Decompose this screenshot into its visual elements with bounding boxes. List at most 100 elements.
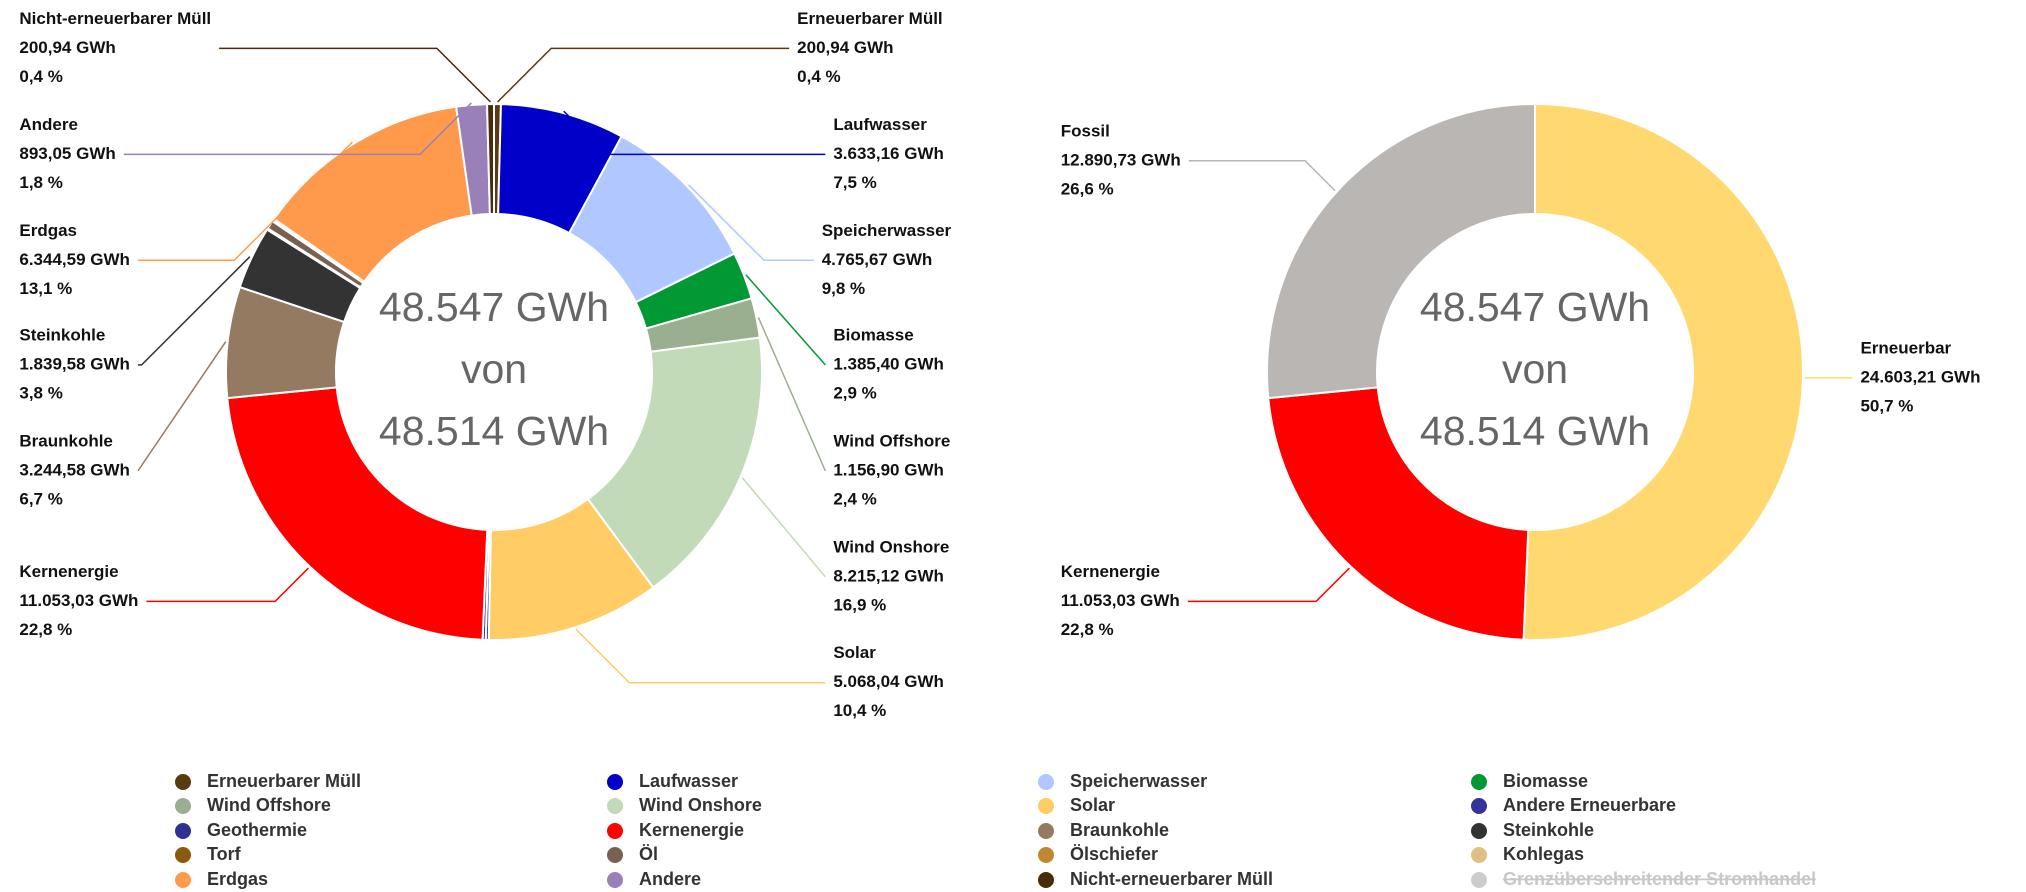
leader-line — [146, 567, 309, 603]
legend-marker — [175, 798, 191, 814]
legend-marker — [1471, 774, 1487, 790]
data-label-name: Wind Onshore — [833, 537, 949, 556]
data-label-name: Laufwasser — [833, 115, 927, 134]
data-label-name: Erneuerbar — [1860, 338, 1951, 357]
donut-slice — [226, 386, 489, 641]
data-label-percent: 0,4 % — [19, 67, 62, 86]
data-label-value: 1.385,40 GWh — [833, 354, 944, 373]
leader-line — [137, 256, 251, 366]
legend-marker — [175, 847, 191, 863]
data-label-name: Solar — [833, 643, 876, 662]
legend-label[interactable]: Wind Offshore — [207, 795, 331, 815]
leader-line — [1187, 567, 1350, 603]
data-label-percent: 22,8 % — [19, 620, 72, 639]
legend-label[interactable]: Kernenergie — [639, 820, 744, 840]
data-label-value: 24.603,21 GWh — [1860, 367, 1980, 386]
data-label-value: 1.156,90 GWh — [833, 460, 944, 479]
center-label: 48.547 GWh — [1420, 284, 1650, 330]
legend-label[interactable]: Grenzüberschreitender Stromhandel — [1503, 869, 1816, 889]
center-label: von — [461, 346, 527, 392]
legend-marker — [607, 847, 623, 863]
data-label-value: 3.244,58 GWh — [19, 460, 130, 479]
legend-label[interactable]: Kohlegas — [1503, 844, 1584, 864]
legend-label[interactable]: Nicht-erneuerbarer Müll — [1070, 869, 1273, 889]
legend-marker — [607, 823, 623, 839]
data-label-percent: 22,8 % — [1061, 620, 1114, 639]
legend-label[interactable]: Wind Onshore — [639, 795, 762, 815]
center-label: 48.547 GWh — [379, 284, 609, 330]
legend-label[interactable]: Erdgas — [207, 869, 268, 889]
legend-label[interactable]: Andere — [639, 869, 701, 889]
data-label-percent: 50,7 % — [1860, 396, 1913, 415]
legend-marker — [1471, 847, 1487, 863]
leader-line — [137, 341, 227, 472]
data-label-name: Erneuerbarer Müll — [797, 9, 943, 28]
legend-marker — [1038, 798, 1054, 814]
data-label-value: 11.053,03 GWh — [1061, 591, 1180, 610]
leader-line — [741, 477, 826, 578]
leader-line — [137, 141, 353, 262]
legend-label[interactable]: Speicherwasser — [1070, 771, 1207, 791]
legend-label[interactable]: Steinkohle — [1503, 820, 1594, 840]
data-label-name: Nicht-erneuerbarer Müll — [19, 9, 211, 28]
data-label-value: 4.765,67 GWh — [822, 250, 933, 269]
legend-label[interactable]: Erneuerbarer Müll — [207, 771, 361, 791]
leader-line — [745, 274, 826, 366]
data-label-value: 8.215,12 GWh — [833, 566, 944, 585]
data-label-percent: 7,5 % — [833, 173, 876, 192]
legend-label[interactable]: Öl — [639, 844, 658, 864]
legend-label[interactable]: Braunkohle — [1070, 820, 1169, 840]
data-label-value: 5.068,04 GWh — [833, 672, 944, 691]
leader-line — [688, 184, 814, 262]
legend-marker — [1471, 823, 1487, 839]
legend-marker — [1038, 774, 1054, 790]
data-label-value: 200,94 GWh — [797, 38, 893, 57]
legend-label[interactable]: Geothermie — [207, 820, 307, 840]
data-label-value: 3.633,16 GWh — [833, 144, 944, 163]
legend-label[interactable]: Biomasse — [1503, 771, 1588, 791]
center-label: 48.514 GWh — [1420, 408, 1650, 454]
donut-slice — [1266, 102, 1536, 400]
legend-marker — [607, 774, 623, 790]
data-label-value: 200,94 GWh — [19, 38, 115, 57]
data-label-name: Kernenergie — [1061, 562, 1160, 581]
data-label-percent: 2,9 % — [833, 383, 876, 402]
data-label-name: Wind Offshore — [833, 431, 950, 450]
data-label-percent: 6,7 % — [19, 489, 62, 508]
data-label-name: Braunkohle — [19, 431, 113, 450]
legend-marker — [175, 823, 191, 839]
donut-slice — [486, 102, 495, 216]
data-label-percent: 0,4 % — [797, 67, 840, 86]
center-label: 48.514 GWh — [379, 408, 609, 454]
legend-marker — [1038, 872, 1054, 888]
data-label-percent: 3,8 % — [19, 383, 62, 402]
legend-label[interactable]: Andere Erneuerbare — [1503, 795, 1676, 815]
legend-label[interactable]: Solar — [1070, 795, 1115, 815]
data-label-name: Fossil — [1061, 121, 1110, 140]
data-label-value: 11.053,03 GWh — [19, 591, 138, 610]
donut-slice — [1267, 386, 1530, 641]
leader-line — [575, 628, 826, 684]
center-label: von — [1502, 346, 1568, 392]
donut-slice — [1522, 102, 1805, 641]
data-label-percent: 2,4 % — [833, 489, 876, 508]
data-label-value: 12.890,73 GWh — [1061, 150, 1181, 169]
legend-label[interactable]: Ölschiefer — [1070, 844, 1158, 864]
data-label-percent: 13,1 % — [19, 279, 72, 298]
legend-marker — [607, 872, 623, 888]
data-label-name: Andere — [19, 115, 78, 134]
legend-marker — [175, 774, 191, 790]
legend-marker — [1471, 872, 1487, 888]
leader-line — [219, 47, 492, 103]
data-label-value: 1.839,58 GWh — [19, 354, 130, 373]
data-label-percent: 10,4 % — [833, 701, 886, 720]
data-label-name: Steinkohle — [19, 325, 105, 344]
data-label-name: Biomasse — [833, 325, 913, 344]
data-label-value: 6.344,59 GWh — [19, 250, 130, 269]
data-label-percent: 26,6 % — [1061, 179, 1114, 198]
leader-line — [1188, 160, 1336, 192]
legend-label[interactable]: Torf — [207, 844, 242, 864]
data-label-percent: 16,9 % — [833, 595, 886, 614]
data-label-percent: 1,8 % — [19, 173, 62, 192]
legend-label[interactable]: Laufwasser — [639, 771, 738, 791]
